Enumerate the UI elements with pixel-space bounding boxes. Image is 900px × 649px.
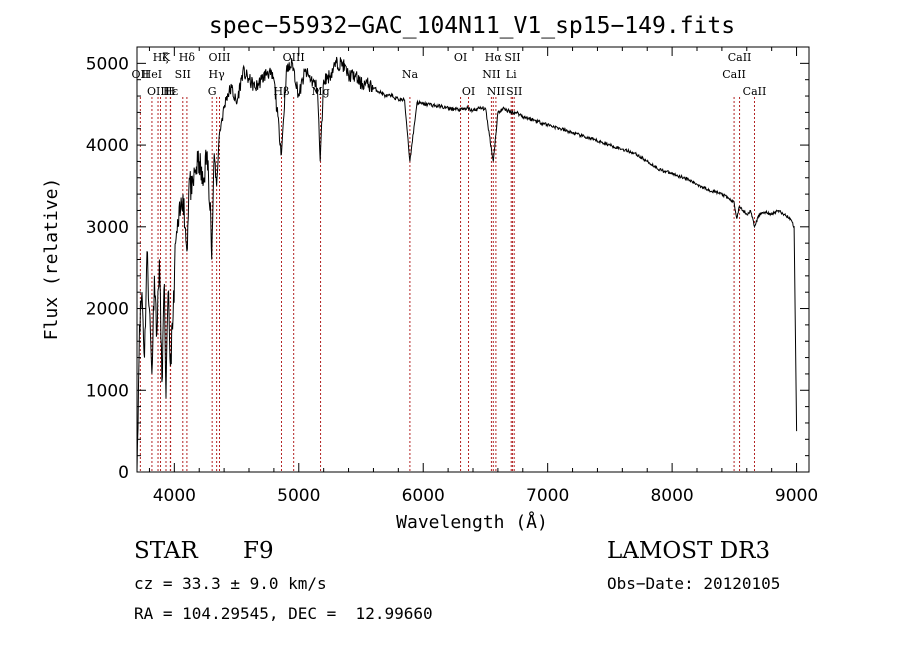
spectrum-line — [136, 56, 798, 473]
line-marker-label: OIII — [147, 85, 169, 98]
line-marker-label: G — [208, 85, 217, 98]
line-marker-label: NII — [487, 85, 505, 98]
line-marker-label: OII — [132, 68, 150, 81]
x-tick-label: 6000 — [402, 486, 445, 506]
y-tick-label: 2000 — [86, 300, 129, 320]
line-marker-label: CaII — [728, 51, 752, 64]
y-axis-label: Flux (relative) — [41, 178, 62, 341]
x-tick-label: 5000 — [277, 486, 320, 506]
line-marker-label: OI — [462, 85, 475, 98]
line-marker-label: Li — [506, 68, 517, 81]
observation-date: Obs−Date: 20120105 — [607, 574, 781, 593]
y-tick-label: 1000 — [86, 381, 129, 401]
line-marker-label: SII — [504, 51, 520, 64]
y-tick-label: 3000 — [86, 218, 129, 238]
line-marker-label: SII — [175, 68, 191, 81]
y-tick-label: 4000 — [86, 136, 129, 156]
line-marker-label: Mg — [311, 85, 329, 98]
coordinates: RA = 104.29545, DEC = 12.99660 — [134, 604, 433, 623]
line-marker-label: H — [166, 85, 176, 98]
line-marker-label: CaII — [722, 68, 746, 81]
x-tick-label: 8000 — [650, 486, 693, 506]
object-class: STAR — [134, 538, 198, 564]
line-marker-label: OIII — [208, 51, 230, 64]
y-tick-label: 0 — [118, 463, 129, 483]
line-marker-label: HeI — [142, 68, 162, 81]
series-layer — [136, 56, 798, 473]
line-marker-label: OI — [454, 51, 467, 64]
axes: 4000 5000 6000 7000 8000 9000 0 1000 2000 3000 400… — [86, 46, 818, 506]
object-subclass: F9 — [243, 538, 274, 564]
line-marker-label: Hα — [485, 51, 503, 64]
x-tick-label: 9000 — [775, 486, 818, 506]
line-marker-label: Na — [402, 68, 419, 81]
line-marker-label: SII — [506, 85, 522, 98]
survey-name: LAMOST DR3 — [607, 538, 771, 564]
x-tick-label: 4000 — [153, 486, 196, 506]
line-marker-label: Hγ — [209, 68, 226, 81]
line-marker-label: Hε — [163, 85, 179, 98]
line-marker-label: NII — [482, 68, 500, 81]
line-marker-label: Hζ — [153, 51, 169, 64]
line-marker-label: OIII — [283, 51, 305, 64]
line-marker-label: Hδ — [179, 51, 196, 64]
redshift-velocity: cz = 33.3 ± 9.0 km/s — [134, 574, 327, 593]
x-tick-label: 7000 — [526, 486, 569, 506]
chart-title: spec−55932−GAC_104N11_V1_sp15−149.fits — [209, 13, 735, 39]
y-tick-label: 5000 — [86, 54, 129, 74]
x-axis-label: Wavelength (Å) — [396, 511, 548, 533]
line-marker-label: CaII — [743, 85, 767, 98]
line-marker-label: K — [162, 51, 171, 64]
